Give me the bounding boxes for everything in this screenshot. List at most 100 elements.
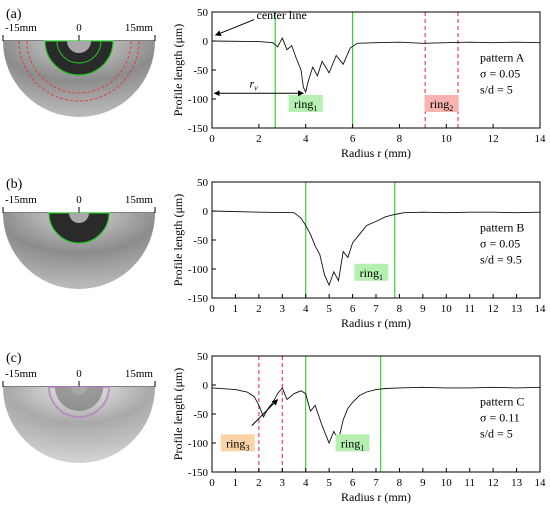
specimen-photo: -15mm 0 15mm — [2, 368, 156, 463]
ring-label-base: ring — [341, 436, 360, 450]
ring-label-sub: 1 — [360, 443, 364, 452]
x-tick-label: 2 — [256, 133, 262, 145]
pattern-name: pattern B — [480, 220, 524, 234]
profile-line — [211, 37, 541, 94]
x-tick-label: 1 — [233, 477, 239, 489]
sigma-value: σ = 0.11 — [480, 410, 520, 424]
y-tick-label: 50 — [197, 177, 209, 189]
y-tick-label: -150 — [188, 467, 209, 479]
y-tick-label: 0 — [203, 206, 209, 218]
x-axis-label: Radius r (mm) — [341, 146, 411, 160]
x-axis-label: Radius r (mm) — [341, 490, 411, 504]
sigma-value: σ = 0.05 — [480, 236, 520, 250]
specimen-photo: -15mm 0 15mm — [2, 22, 156, 117]
x-tick-label: 8 — [397, 477, 403, 489]
specimen-ring-inner-outline — [56, 40, 102, 64]
x-tick-label: 6 — [350, 133, 356, 145]
specimen-ring-outline — [44, 40, 114, 76]
specimen-hub — [71, 387, 87, 395]
ring-label-sub: 3 — [245, 443, 249, 452]
x-tick-label: 5 — [326, 477, 332, 489]
y-tick-label: -150 — [188, 123, 209, 135]
x-tick-label: 6 — [350, 477, 356, 489]
y-tick-label: -150 — [188, 293, 209, 305]
center-line-arrow — [214, 19, 255, 36]
scale-label-right: 15mm — [125, 368, 154, 380]
ring-label-0: ring1 — [294, 97, 317, 113]
ring-label-sub: 1 — [379, 273, 383, 282]
x-tick-label: 0 — [209, 133, 215, 145]
center-line-label: center line — [257, 8, 307, 22]
y-axis-label: Profile length (μm) — [171, 24, 185, 116]
ring-label-base: ring — [430, 97, 449, 111]
scale-label-center: 0 — [76, 22, 82, 34]
specimen-ring-dark — [45, 41, 113, 75]
x-tick-label: 9 — [420, 303, 426, 315]
x-tick-label: 9 — [420, 477, 426, 489]
x-tick-label: 3 — [280, 477, 286, 489]
ring-label-1: ring2 — [430, 97, 453, 113]
ring-label-bg — [335, 434, 370, 452]
x-tick-label: 7 — [373, 303, 379, 315]
y-tick-label: 0 — [203, 380, 209, 392]
sd-value: s/d = 5 — [480, 426, 513, 440]
ring-label-sub: 2 — [449, 104, 453, 113]
y-axis-label: Profile length (μm) — [171, 194, 185, 286]
scale-label-left: -15mm — [5, 194, 37, 206]
x-tick-label: 1 — [233, 303, 239, 315]
sd-value: s/d = 5 — [480, 82, 513, 96]
sigma-value: σ = 0.05 — [480, 66, 520, 80]
y-tick-label: 50 — [197, 7, 209, 19]
x-tick-label: 12 — [488, 133, 499, 145]
x-tick-label: 14 — [535, 133, 547, 145]
pattern-name: pattern A — [480, 50, 525, 64]
x-tick-label: 0 — [209, 477, 215, 489]
specimen-ring-dashed — [26, 40, 132, 94]
x-tick-label: 4 — [303, 477, 309, 489]
y-tick-label: -100 — [188, 438, 209, 450]
x-tick-label: 8 — [397, 303, 403, 315]
x-tick-label: 12 — [488, 477, 499, 489]
x-tick-label: 10 — [441, 133, 453, 145]
x-tick-label: 7 — [373, 477, 379, 489]
y-tick-label: -50 — [193, 235, 208, 247]
rv-label-base: r — [249, 76, 254, 90]
specimen-ring-dark — [49, 213, 109, 243]
profile-line — [211, 210, 541, 287]
specimen-ring-outline — [48, 212, 110, 244]
ring-label-base: ring — [360, 266, 379, 280]
panel-label: (b) — [6, 177, 23, 192]
panel-label: (c) — [6, 351, 22, 366]
x-tick-label: 13 — [511, 303, 523, 315]
x-tick-label: 11 — [464, 477, 475, 489]
ring-label-bg — [220, 434, 255, 452]
x-tick-label: 11 — [464, 303, 475, 315]
x-tick-label: 5 — [326, 303, 332, 315]
specimen-photo: -15mm 0 15mm — [2, 194, 156, 289]
ring-label-bg — [288, 94, 323, 112]
y-tick-label: -50 — [193, 409, 208, 421]
y-tick-label: -100 — [188, 94, 209, 106]
specimen-hub — [67, 41, 91, 53]
x-tick-label: 14 — [535, 477, 547, 489]
x-tick-label: 10 — [441, 477, 453, 489]
scale-label-right: 15mm — [125, 22, 154, 34]
ring-label-0: ring1 — [360, 266, 383, 282]
specimen-disk — [3, 387, 155, 463]
rv-label: rv — [249, 76, 258, 92]
specimen-disk — [3, 41, 155, 117]
x-tick-label: 8 — [397, 133, 403, 145]
ring-label-1: ring1 — [341, 436, 364, 452]
x-tick-label: 6 — [350, 303, 356, 315]
y-tick-label: -100 — [188, 264, 209, 276]
pattern-name: pattern C — [480, 394, 524, 408]
x-tick-label: 0 — [209, 303, 215, 315]
x-tick-label: 14 — [535, 303, 547, 315]
scale-label-right: 15mm — [125, 194, 154, 206]
ring-label-bg — [424, 94, 459, 112]
x-axis-label: Radius r (mm) — [341, 316, 411, 330]
